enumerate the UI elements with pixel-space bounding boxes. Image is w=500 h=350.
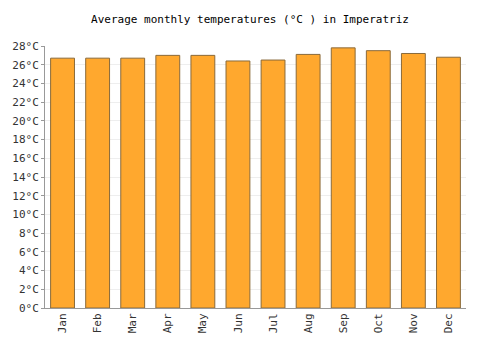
svg-text:Feb: Feb (91, 313, 104, 333)
svg-text:12°C: 12°C (12, 190, 39, 203)
svg-text:26°C: 26°C (12, 59, 39, 72)
svg-text:22°C: 22°C (12, 96, 39, 109)
svg-text:8°C: 8°C (19, 227, 39, 240)
svg-text:16°C: 16°C (12, 152, 39, 165)
svg-text:28°C: 28°C (12, 40, 39, 53)
svg-text:10°C: 10°C (12, 208, 39, 221)
svg-text:May: May (196, 313, 209, 333)
svg-text:4°C: 4°C (19, 264, 39, 277)
svg-text:Nov: Nov (407, 313, 420, 333)
svg-text:Mar: Mar (126, 313, 139, 333)
svg-text:Oct: Oct (372, 313, 385, 333)
svg-text:6°C: 6°C (19, 246, 39, 259)
svg-text:Jun: Jun (232, 313, 245, 333)
svg-text:Jul: Jul (267, 313, 280, 333)
svg-text:Jan: Jan (56, 313, 69, 333)
svg-text:14°C: 14°C (12, 171, 39, 184)
svg-text:Sep: Sep (337, 313, 350, 333)
svg-text:0°C: 0°C (19, 302, 39, 315)
svg-text:24°C: 24°C (12, 77, 39, 90)
svg-text:18°C: 18°C (12, 133, 39, 146)
svg-text:20°C: 20°C (12, 115, 39, 128)
svg-text:2°C: 2°C (19, 283, 39, 296)
svg-text:Apr: Apr (161, 313, 174, 333)
svg-text:Aug: Aug (302, 313, 315, 333)
svg-text:Average monthly temperatures (: Average monthly temperatures (°C ) in Im… (91, 13, 409, 26)
svg-text:Dec: Dec (442, 313, 455, 333)
